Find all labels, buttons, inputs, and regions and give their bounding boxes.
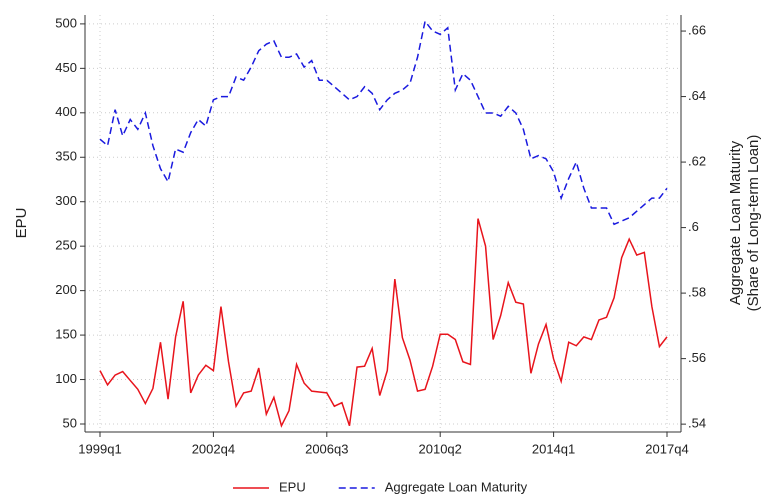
legend-label: EPU [279,479,306,494]
y-tick-label: 450 [55,60,77,75]
y-tick-label: 150 [55,327,77,342]
y-tick-label: 350 [55,149,77,164]
y2-tick-label: .54 [688,416,706,431]
y2-tick-label: .66 [688,22,706,37]
y-tick-label: 250 [55,238,77,253]
y-tick-label: 100 [55,371,77,386]
y2-tick-label: .62 [688,154,706,169]
x-tick-label: 2010q2 [419,441,462,456]
x-tick-label: 2014q1 [532,441,575,456]
x-tick-label: 2002q4 [192,441,235,456]
series-line [99,19,668,226]
y2-axis-label: Aggregate Loan Maturity [727,140,744,305]
y-axis-label: EPU [13,208,30,239]
y2-tick-label: .56 [688,350,706,365]
x-tick-label: 2006q3 [305,441,348,456]
y-tick-label: 500 [55,15,77,30]
y2-tick-label: .58 [688,285,706,300]
y-tick-label: 50 [63,415,77,430]
legend-label: Aggregate Loan Maturity [385,479,528,494]
y-tick-label: 400 [55,104,77,119]
y-tick-label: 200 [55,282,77,297]
y2-axis-label: (Share of Long-term Loan) [745,135,761,312]
series-line [99,218,668,428]
y2-tick-label: .6 [688,219,699,234]
x-tick-label: 1999q1 [78,441,121,456]
x-tick-label: 2017q4 [645,441,688,456]
y2-tick-label: .64 [688,88,706,103]
y-tick-label: 300 [55,193,77,208]
